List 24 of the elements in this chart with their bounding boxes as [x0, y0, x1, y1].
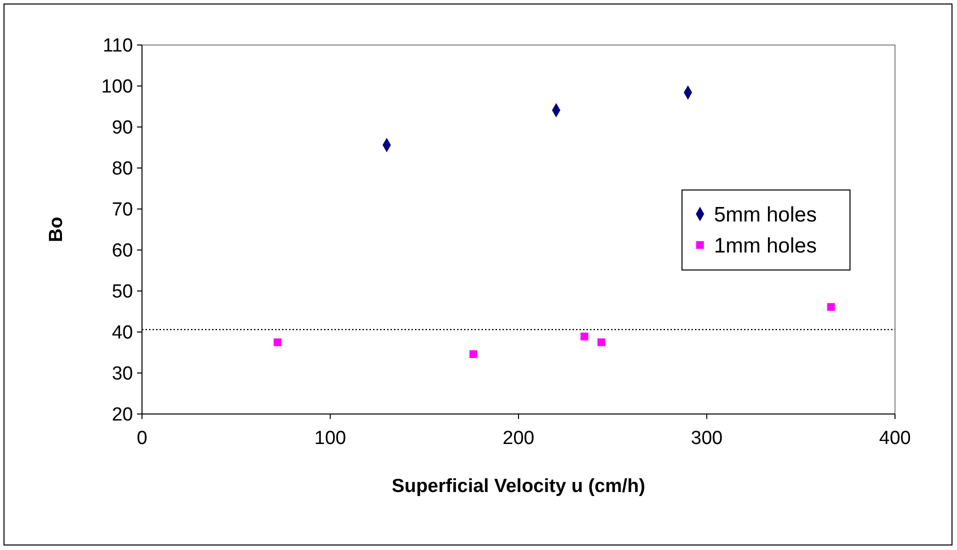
x-tick-label: 400 — [879, 428, 911, 449]
x-tick-label: 300 — [690, 428, 723, 449]
y-tick-label: 40 — [112, 322, 133, 344]
y-tick-label: 30 — [112, 364, 133, 385]
x-tick-label: 100 — [314, 428, 346, 449]
point — [827, 303, 835, 311]
y-tick-label: 20 — [112, 404, 133, 426]
point — [597, 338, 606, 346]
y-tick-label: 100 — [101, 76, 133, 98]
y-tick-label: 70 — [112, 200, 133, 221]
y-tick-label: 50 — [112, 282, 133, 303]
y-tick-label: 60 — [112, 240, 133, 262]
x-tick-label: 0 — [136, 428, 148, 449]
point — [580, 332, 588, 340]
y-tick-label: 90 — [112, 118, 133, 139]
y-tick-label: 110 — [102, 36, 133, 57]
x-tick-label: 200 — [502, 428, 534, 449]
y-tick-label: 80 — [112, 158, 133, 180]
y-axis-title: Bo — [46, 216, 67, 242]
legend-label: 1mm holes — [714, 234, 817, 258]
point — [469, 350, 478, 358]
x-axis-title: Superficial Velocity u (cm/h) — [392, 476, 646, 497]
legend-label: 5mm holes — [714, 203, 817, 226]
point — [274, 338, 282, 346]
